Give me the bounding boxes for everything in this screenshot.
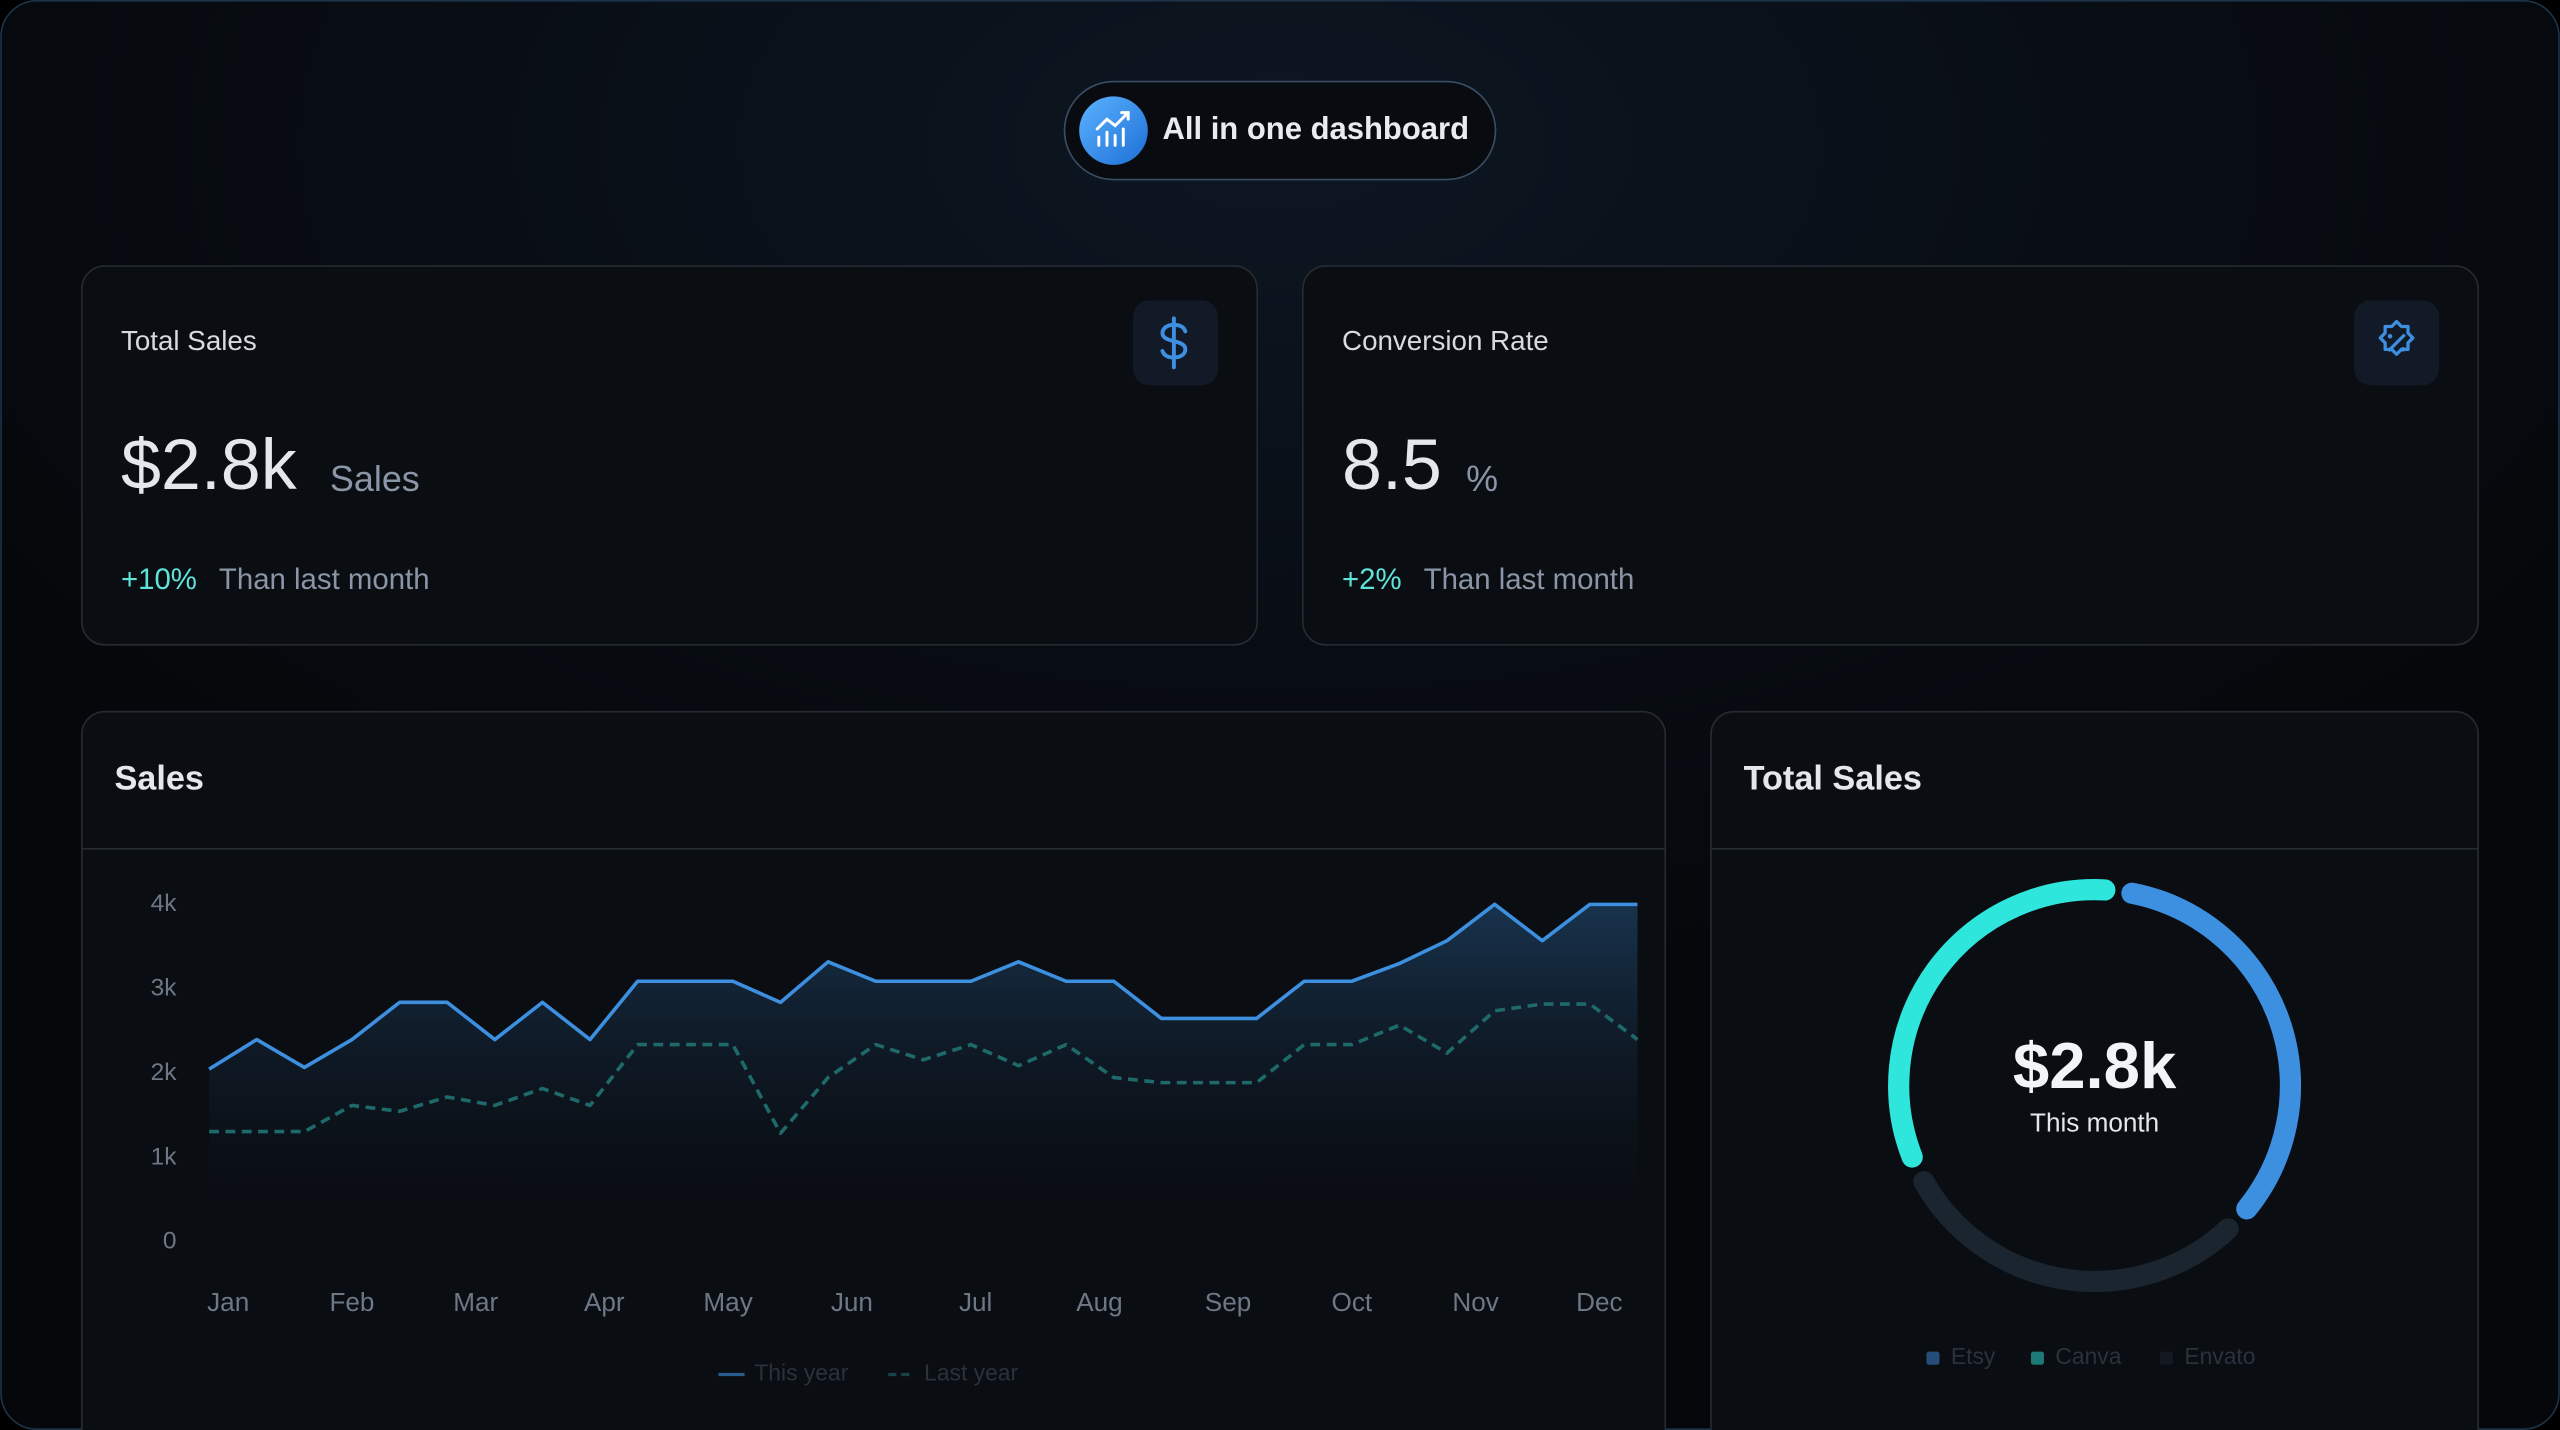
x-tick-label: Apr [584, 1287, 625, 1317]
legend-label: Last year [924, 1360, 1018, 1386]
x-tick-label: Nov [1452, 1287, 1498, 1317]
x-tick-label: Sep [1205, 1287, 1251, 1317]
percent-icon-dot [2387, 333, 2393, 339]
card [1302, 265, 2480, 646]
card-note: Than last month [1424, 563, 1635, 596]
x-tick-label: Mar [453, 1287, 498, 1317]
card-change: +2% [1342, 563, 1402, 596]
y-tick-label: 2k [151, 1059, 178, 1086]
x-tick-label: May [703, 1287, 752, 1317]
x-tick-label: Oct [1332, 1287, 1373, 1317]
donut-center-label: This month [2030, 1108, 2159, 1138]
y-tick-label: 4k [151, 890, 178, 917]
line [208, 902, 1638, 1071]
donut-slice [1913, 1171, 2239, 1293]
donut-slice [1888, 879, 2116, 1168]
percent-icon [2378, 319, 2415, 356]
card-unit: % [1466, 458, 1498, 499]
line-chart: 0 1k 2k 3k 4k Jan Feb Mar Apr May Jun Jul Aug Sep Oct N… [151, 890, 1639, 1386]
legend-swatch [2159, 1351, 2173, 1365]
y-tick-label: 1k [151, 1143, 178, 1170]
x-tick-label: Jun [831, 1287, 873, 1317]
donut-chart: Etsy Canva Envato [1888, 879, 2302, 1369]
panel [1710, 710, 2480, 1430]
line [209, 1002, 1639, 1136]
legend-label: Envato [2184, 1343, 2255, 1369]
legend-swatch [2030, 1351, 2044, 1365]
card [80, 265, 1258, 646]
y-tick-label: 3k [151, 974, 178, 1001]
panel-title: Sales [114, 759, 204, 797]
donut-slice [2121, 882, 2302, 1220]
card-value: 8.5 [1342, 425, 1442, 505]
x-tick-label: Feb [329, 1287, 374, 1317]
card-title: Conversion Rate [1342, 325, 1549, 356]
card-note: Than last month [219, 563, 430, 596]
legend-label: Canva [2055, 1343, 2121, 1369]
legend-swatch [1926, 1351, 1940, 1365]
dollar-icon [1160, 316, 1188, 370]
y-tick-label: 0 [163, 1228, 177, 1255]
card-unit: Sales [330, 458, 420, 499]
x-tick-label: Dec [1576, 1287, 1622, 1317]
panel-title: Total Sales [1744, 759, 1922, 797]
badge-icon-glyph [1095, 111, 1130, 147]
x-tick-label: Jan [207, 1287, 249, 1317]
badge-text: All in one dashboard [1162, 111, 1469, 146]
badge[interactable] [1063, 80, 1497, 181]
area [209, 904, 1638, 1243]
donut-center-value: $2.8k [2013, 1029, 2177, 1102]
legend-label: This year [754, 1360, 848, 1386]
x-tick-label: Aug [1076, 1287, 1122, 1317]
card-change: +10% [121, 563, 197, 596]
x-tick-label: Jul [959, 1287, 992, 1317]
badge-icon [1079, 96, 1148, 165]
card-title: Total Sales [121, 325, 257, 356]
legend-label: Etsy [1951, 1343, 1996, 1369]
card-value: $2.8k [121, 425, 298, 505]
percent-icon-dot [2400, 347, 2406, 352]
